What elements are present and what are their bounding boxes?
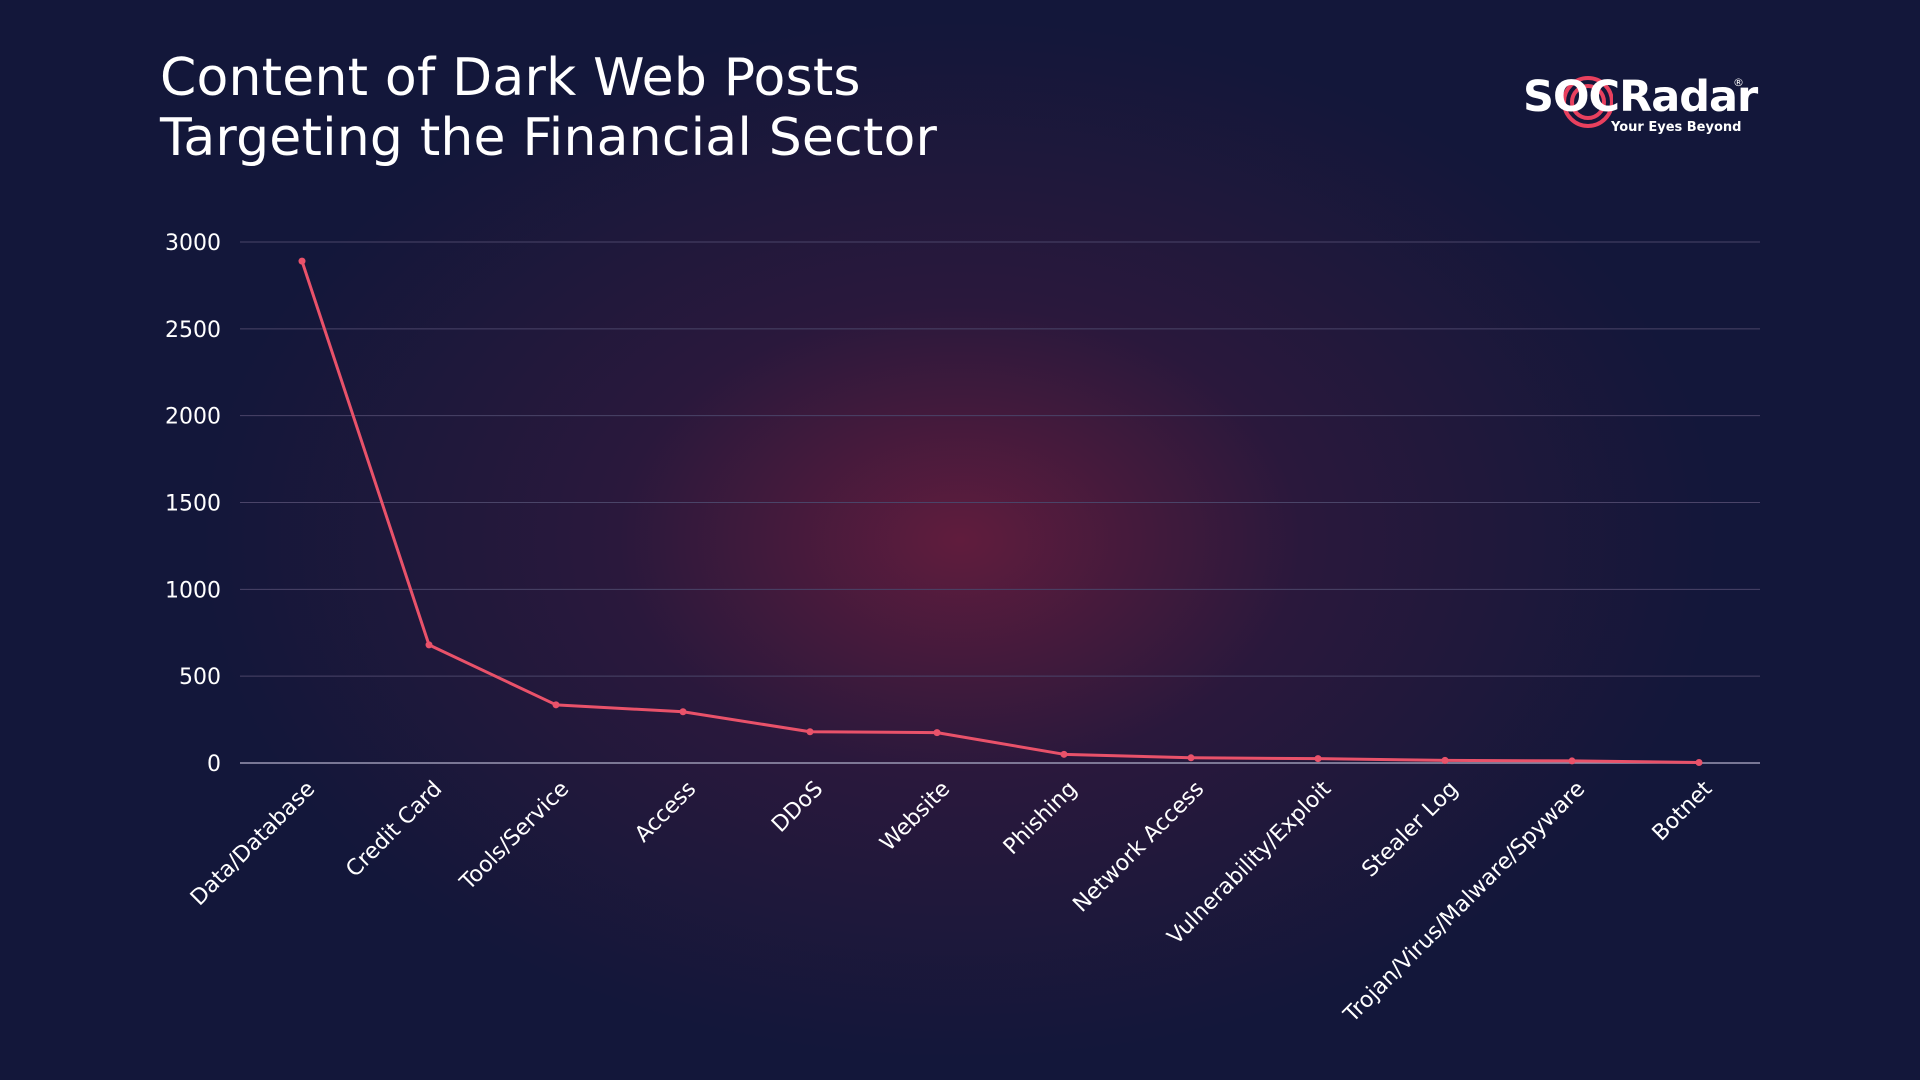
- page-title: Content of Dark Web Posts Targeting the …: [160, 48, 937, 168]
- logo-wordmark-rest: CRadar: [1588, 72, 1759, 122]
- x-tick-label: Credit Card: [341, 777, 447, 883]
- data-point: [679, 708, 687, 716]
- data-point: [933, 729, 941, 737]
- data-point: [1441, 756, 1449, 764]
- x-tick-label: Tools/Service: [455, 777, 574, 896]
- series-line: [300, 260, 1700, 764]
- y-tick-label: 500: [179, 665, 221, 690]
- x-tick-label: Botnet: [1648, 776, 1718, 846]
- data-point: [806, 728, 814, 736]
- y-tick-label: 3000: [165, 231, 221, 256]
- logo-wordmark: SOCRadar: [1523, 72, 1759, 122]
- data-point: [552, 701, 560, 709]
- radar-rings-icon: [1563, 76, 1613, 128]
- data-point: [425, 641, 433, 649]
- data-point: [1187, 754, 1195, 762]
- x-tick-label: Phishing: [999, 777, 1082, 860]
- data-point: [1568, 757, 1576, 765]
- logo-wordmark-s: S: [1523, 72, 1554, 122]
- x-tick-label: Access: [630, 777, 701, 848]
- data-point: [1695, 758, 1703, 766]
- logo-registered-mark: ®: [1733, 76, 1744, 89]
- socradar-logo: SOCRadar ® Your Eyes Beyond: [1515, 62, 1759, 142]
- x-tick-label: Data/Database: [186, 777, 320, 911]
- x-tick-label: DDoS: [767, 777, 828, 838]
- y-tick-label: 0: [207, 752, 221, 777]
- logo-tagline: Your Eyes Beyond: [1611, 120, 1742, 135]
- x-tick-label: Website: [876, 777, 956, 857]
- y-tick-label: 1000: [165, 578, 221, 603]
- x-tick-label: Trojan/Virus/Malware/Spyware: [1339, 777, 1591, 1029]
- y-tick-label: 2500: [165, 318, 221, 343]
- title-line-1: Content of Dark Web Posts: [160, 48, 861, 108]
- data-point: [298, 257, 306, 265]
- title-line-2: Targeting the Financial Sector: [160, 108, 938, 168]
- y-tick-label: 1500: [165, 492, 221, 517]
- y-tick-label: 2000: [165, 405, 221, 430]
- x-tick-label: Stealer Log: [1357, 777, 1463, 883]
- data-point: [1314, 755, 1322, 763]
- data-point: [1060, 750, 1068, 758]
- x-tick-label: Network Access: [1068, 777, 1209, 918]
- logo-wordmark-o: O: [1552, 72, 1590, 122]
